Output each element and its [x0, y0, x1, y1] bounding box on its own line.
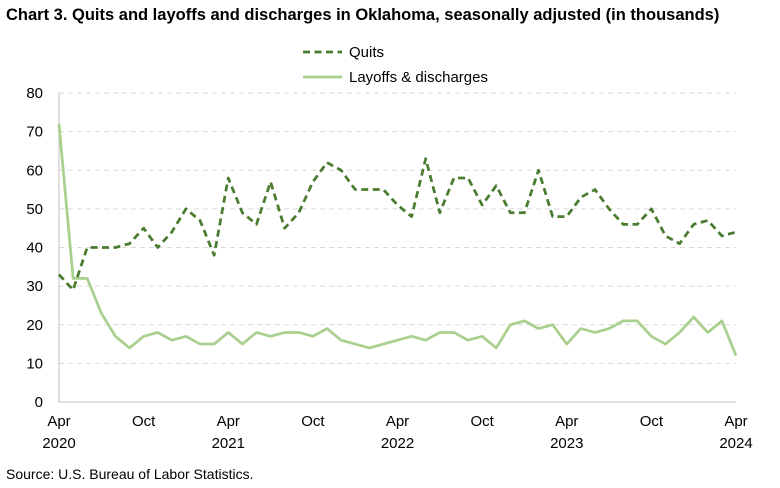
- x-tick-year-label: 2021: [212, 435, 245, 452]
- x-tick-month-label: Oct: [640, 413, 664, 430]
- legend: Quits Layoffs & discharges: [303, 44, 488, 86]
- gridlines: [59, 92, 736, 364]
- y-tick-label: 0: [35, 394, 43, 411]
- x-tick-month-label: Apr: [724, 413, 747, 430]
- x-tick-month-label: Apr: [555, 413, 578, 430]
- y-tick-label: 50: [26, 201, 43, 218]
- x-tick-year-label: 2023: [550, 435, 583, 452]
- x-tick-month-label: Oct: [132, 413, 156, 430]
- x-tick-year-label: 2022: [381, 435, 414, 452]
- legend-item-quits: Quits: [303, 44, 384, 61]
- legend-label: Layoffs & discharges: [349, 69, 488, 86]
- axes: 0 10 20 30 40 50 60 70 80 Apr 2020 Oct Apr 2021 Oct Apr…: [26, 85, 752, 452]
- x-tick-month-label: Apr: [47, 413, 70, 430]
- source-note: Source: U.S. Bureau of Labor Statistics.: [6, 466, 254, 482]
- x-tick-month-label: Apr: [386, 413, 409, 430]
- chart-title: Chart 3. Quits and layoffs and discharge…: [6, 6, 720, 24]
- x-tick-month-label: Oct: [470, 413, 494, 430]
- y-tick-label: 40: [26, 240, 43, 257]
- layoffs-discharges-line: [57, 123, 738, 357]
- y-tick-label: 20: [26, 317, 43, 334]
- x-tick-month-label: Apr: [217, 413, 240, 430]
- series-lines: [57, 123, 738, 357]
- y-tick-label: 30: [26, 278, 43, 295]
- y-tick-label: 60: [26, 162, 43, 179]
- legend-item-layoffs: Layoffs & discharges: [303, 69, 488, 86]
- y-tick-label: 10: [26, 355, 43, 372]
- y-tick-label: 80: [26, 85, 43, 102]
- x-tick-month-label: Oct: [301, 413, 325, 430]
- y-tick-label: 70: [26, 124, 43, 141]
- x-tick-year-label: 2020: [42, 435, 75, 452]
- x-tick-year-label: 2024: [719, 435, 752, 452]
- quits-line: [57, 157, 737, 292]
- legend-label: Quits: [349, 44, 384, 61]
